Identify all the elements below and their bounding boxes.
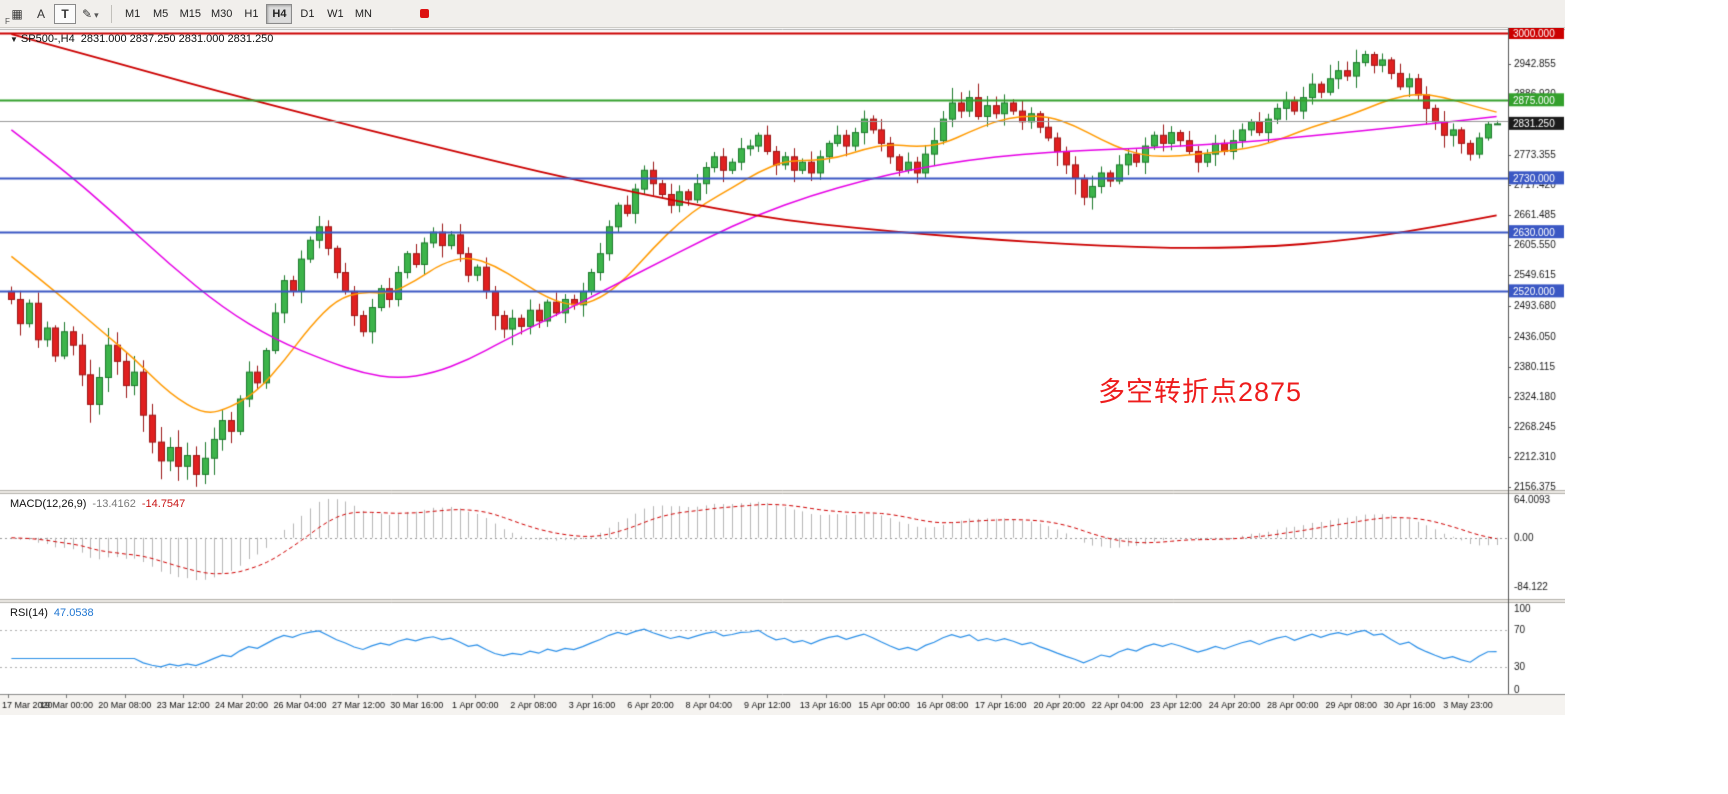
timeframe-d1-button[interactable]: D1 bbox=[294, 4, 320, 24]
toolbar-separator bbox=[110, 4, 112, 23]
timeframe-w1-button[interactable]: W1 bbox=[322, 4, 348, 24]
cursor-mode-button[interactable]: A bbox=[30, 4, 52, 24]
pencil-icon: ✎ bbox=[82, 6, 93, 21]
toolbar: ▦ A T ✎ ▾ M1 M5 M15 M30 H1 H4 D1 W1 MN F bbox=[0, 0, 1565, 28]
timeframe-m30-button[interactable]: M30 bbox=[207, 4, 236, 24]
timeframe-mn-button[interactable]: MN bbox=[350, 4, 376, 24]
chart-canvas[interactable] bbox=[0, 28, 1565, 715]
draw-tool-button[interactable]: ✎ ▾ bbox=[78, 4, 103, 24]
red-marker-icon bbox=[420, 9, 430, 18]
windows-grid-button[interactable]: ▦ bbox=[6, 4, 28, 24]
text-tool-button[interactable]: T bbox=[54, 3, 76, 24]
chevron-down-icon: ▾ bbox=[94, 9, 99, 20]
timeframe-m15-button[interactable]: M15 bbox=[176, 4, 205, 24]
timeframe-h4-button[interactable]: H4 bbox=[266, 3, 293, 24]
grid-icon: ▦ bbox=[11, 6, 23, 21]
timeframe-m5-button[interactable]: M5 bbox=[148, 4, 174, 24]
chart-area: ▼ SP500-,H4 2831.000 2837.250 2831.000 283… bbox=[0, 28, 1565, 715]
f-label: F bbox=[5, 17, 10, 26]
timeframe-m1-button[interactable]: M1 bbox=[120, 4, 146, 24]
timeframe-h1-button[interactable]: H1 bbox=[238, 4, 264, 24]
